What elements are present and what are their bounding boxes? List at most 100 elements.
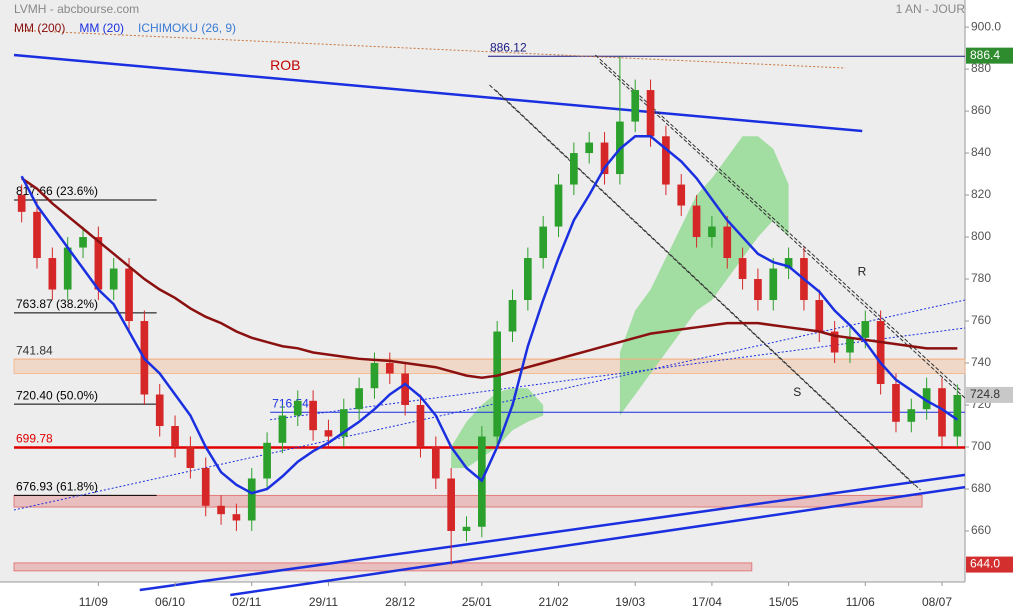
legend-entry: MM (200) xyxy=(14,21,65,35)
annotation: ROB xyxy=(270,57,300,73)
price-label: 886.4 xyxy=(970,48,1000,62)
candle-body xyxy=(938,388,946,437)
candle-body xyxy=(907,409,916,422)
candle-body xyxy=(600,142,609,175)
candle-body xyxy=(155,394,164,427)
candle-body xyxy=(94,237,103,290)
trendline xyxy=(13,53,863,133)
candle-body xyxy=(631,90,640,122)
x-tick-label: 21/02 xyxy=(539,595,569,609)
candle-body xyxy=(646,90,655,137)
legend-entry: ICHIMOKU (26, 9) xyxy=(138,21,236,35)
candle-body xyxy=(830,331,839,353)
price-label-box xyxy=(966,386,1013,403)
x-tick-label: 19/03 xyxy=(615,595,645,609)
level-label: 886.12 xyxy=(490,40,527,54)
trendline xyxy=(230,485,966,597)
level-label: 699.78 xyxy=(16,432,53,446)
x-tick-label: 15/05 xyxy=(769,595,799,609)
candle-body xyxy=(754,279,762,301)
candle-body xyxy=(861,321,870,338)
candle-body xyxy=(677,184,686,206)
candle-body xyxy=(953,394,962,437)
candle-body xyxy=(278,415,287,443)
trendline xyxy=(495,89,921,491)
candle-body xyxy=(416,405,425,447)
price-label-box xyxy=(966,47,1013,64)
trendline xyxy=(489,84,915,486)
level-label: 741.84 xyxy=(16,343,53,357)
candle-body xyxy=(263,442,271,479)
candle-body xyxy=(48,258,57,290)
zone xyxy=(13,494,923,508)
candle-body xyxy=(784,258,793,269)
candle-body xyxy=(508,300,517,332)
candle-body xyxy=(524,258,532,301)
candle-body xyxy=(63,247,72,290)
candle-body xyxy=(217,505,225,515)
y-tick-label: 900.0 xyxy=(971,19,1001,33)
y-tick-label: 820 xyxy=(971,187,991,201)
candle-body xyxy=(708,226,716,238)
level-label: 676.93 (61.8%) xyxy=(16,480,98,494)
y-tick-label: 860 xyxy=(971,103,991,117)
candle-body xyxy=(125,268,133,322)
candle-body xyxy=(462,526,471,531)
y-tick-label: 780 xyxy=(971,271,991,285)
candle-body xyxy=(554,184,563,227)
candle-body xyxy=(201,467,210,506)
candle-body xyxy=(431,446,440,479)
candle-body xyxy=(109,268,118,290)
y-tick-label: 660 xyxy=(971,523,991,537)
candle-body xyxy=(186,446,195,468)
moving-average xyxy=(20,177,958,379)
candle-body xyxy=(324,430,333,437)
level-label: 720.40 (50.0%) xyxy=(16,388,98,402)
y-tick-label: 840 xyxy=(971,145,991,159)
candle-body xyxy=(662,136,670,185)
legend-entry: MM (20) xyxy=(79,21,124,35)
price-label-box xyxy=(966,556,1013,573)
trendline xyxy=(139,473,966,592)
candle-body xyxy=(539,226,548,259)
candle-body xyxy=(585,142,594,154)
candle-body xyxy=(447,478,455,531)
x-tick-label: 25/01 xyxy=(462,595,492,609)
moving-average xyxy=(20,135,959,495)
chart-subtitle: 1 AN - JOUR xyxy=(896,2,966,16)
candle-body xyxy=(723,226,732,259)
candle-body xyxy=(846,337,854,353)
y-tick-label: 760 xyxy=(971,313,991,327)
candle-body xyxy=(401,373,409,406)
y-tick-label: 800 xyxy=(971,229,991,243)
ichimoku-cloud xyxy=(619,136,789,416)
x-tick-label: 28/12 xyxy=(385,595,415,609)
trendline xyxy=(13,29,846,69)
candle-body xyxy=(232,514,241,521)
level-label: 716.54 xyxy=(272,396,309,410)
level-label: 763.87 (38.2%) xyxy=(16,297,98,311)
candle-body xyxy=(815,300,824,332)
candle-body xyxy=(738,258,747,280)
x-tick-label: 02/11 xyxy=(232,595,261,609)
candle-body xyxy=(493,331,502,437)
x-tick-label: 08/07 xyxy=(922,595,952,609)
price-label: 644.0 xyxy=(970,557,1000,571)
annotation: R xyxy=(858,264,867,278)
candle-body xyxy=(17,195,26,212)
candle-body xyxy=(922,388,931,410)
trendline xyxy=(599,61,966,399)
x-tick-label: 29/11 xyxy=(309,595,338,609)
candle-body xyxy=(33,211,41,259)
candle-body xyxy=(339,409,348,437)
x-tick-label: 11/09 xyxy=(79,595,108,609)
y-tick-label: 680 xyxy=(971,481,991,495)
candle-body xyxy=(370,363,379,389)
chart-title: LVMH - abcbourse.com xyxy=(14,2,139,16)
candle-body xyxy=(769,268,778,301)
zone xyxy=(13,562,753,572)
candle-body xyxy=(385,363,394,374)
candle-body xyxy=(247,478,256,521)
candle-body xyxy=(570,153,578,185)
